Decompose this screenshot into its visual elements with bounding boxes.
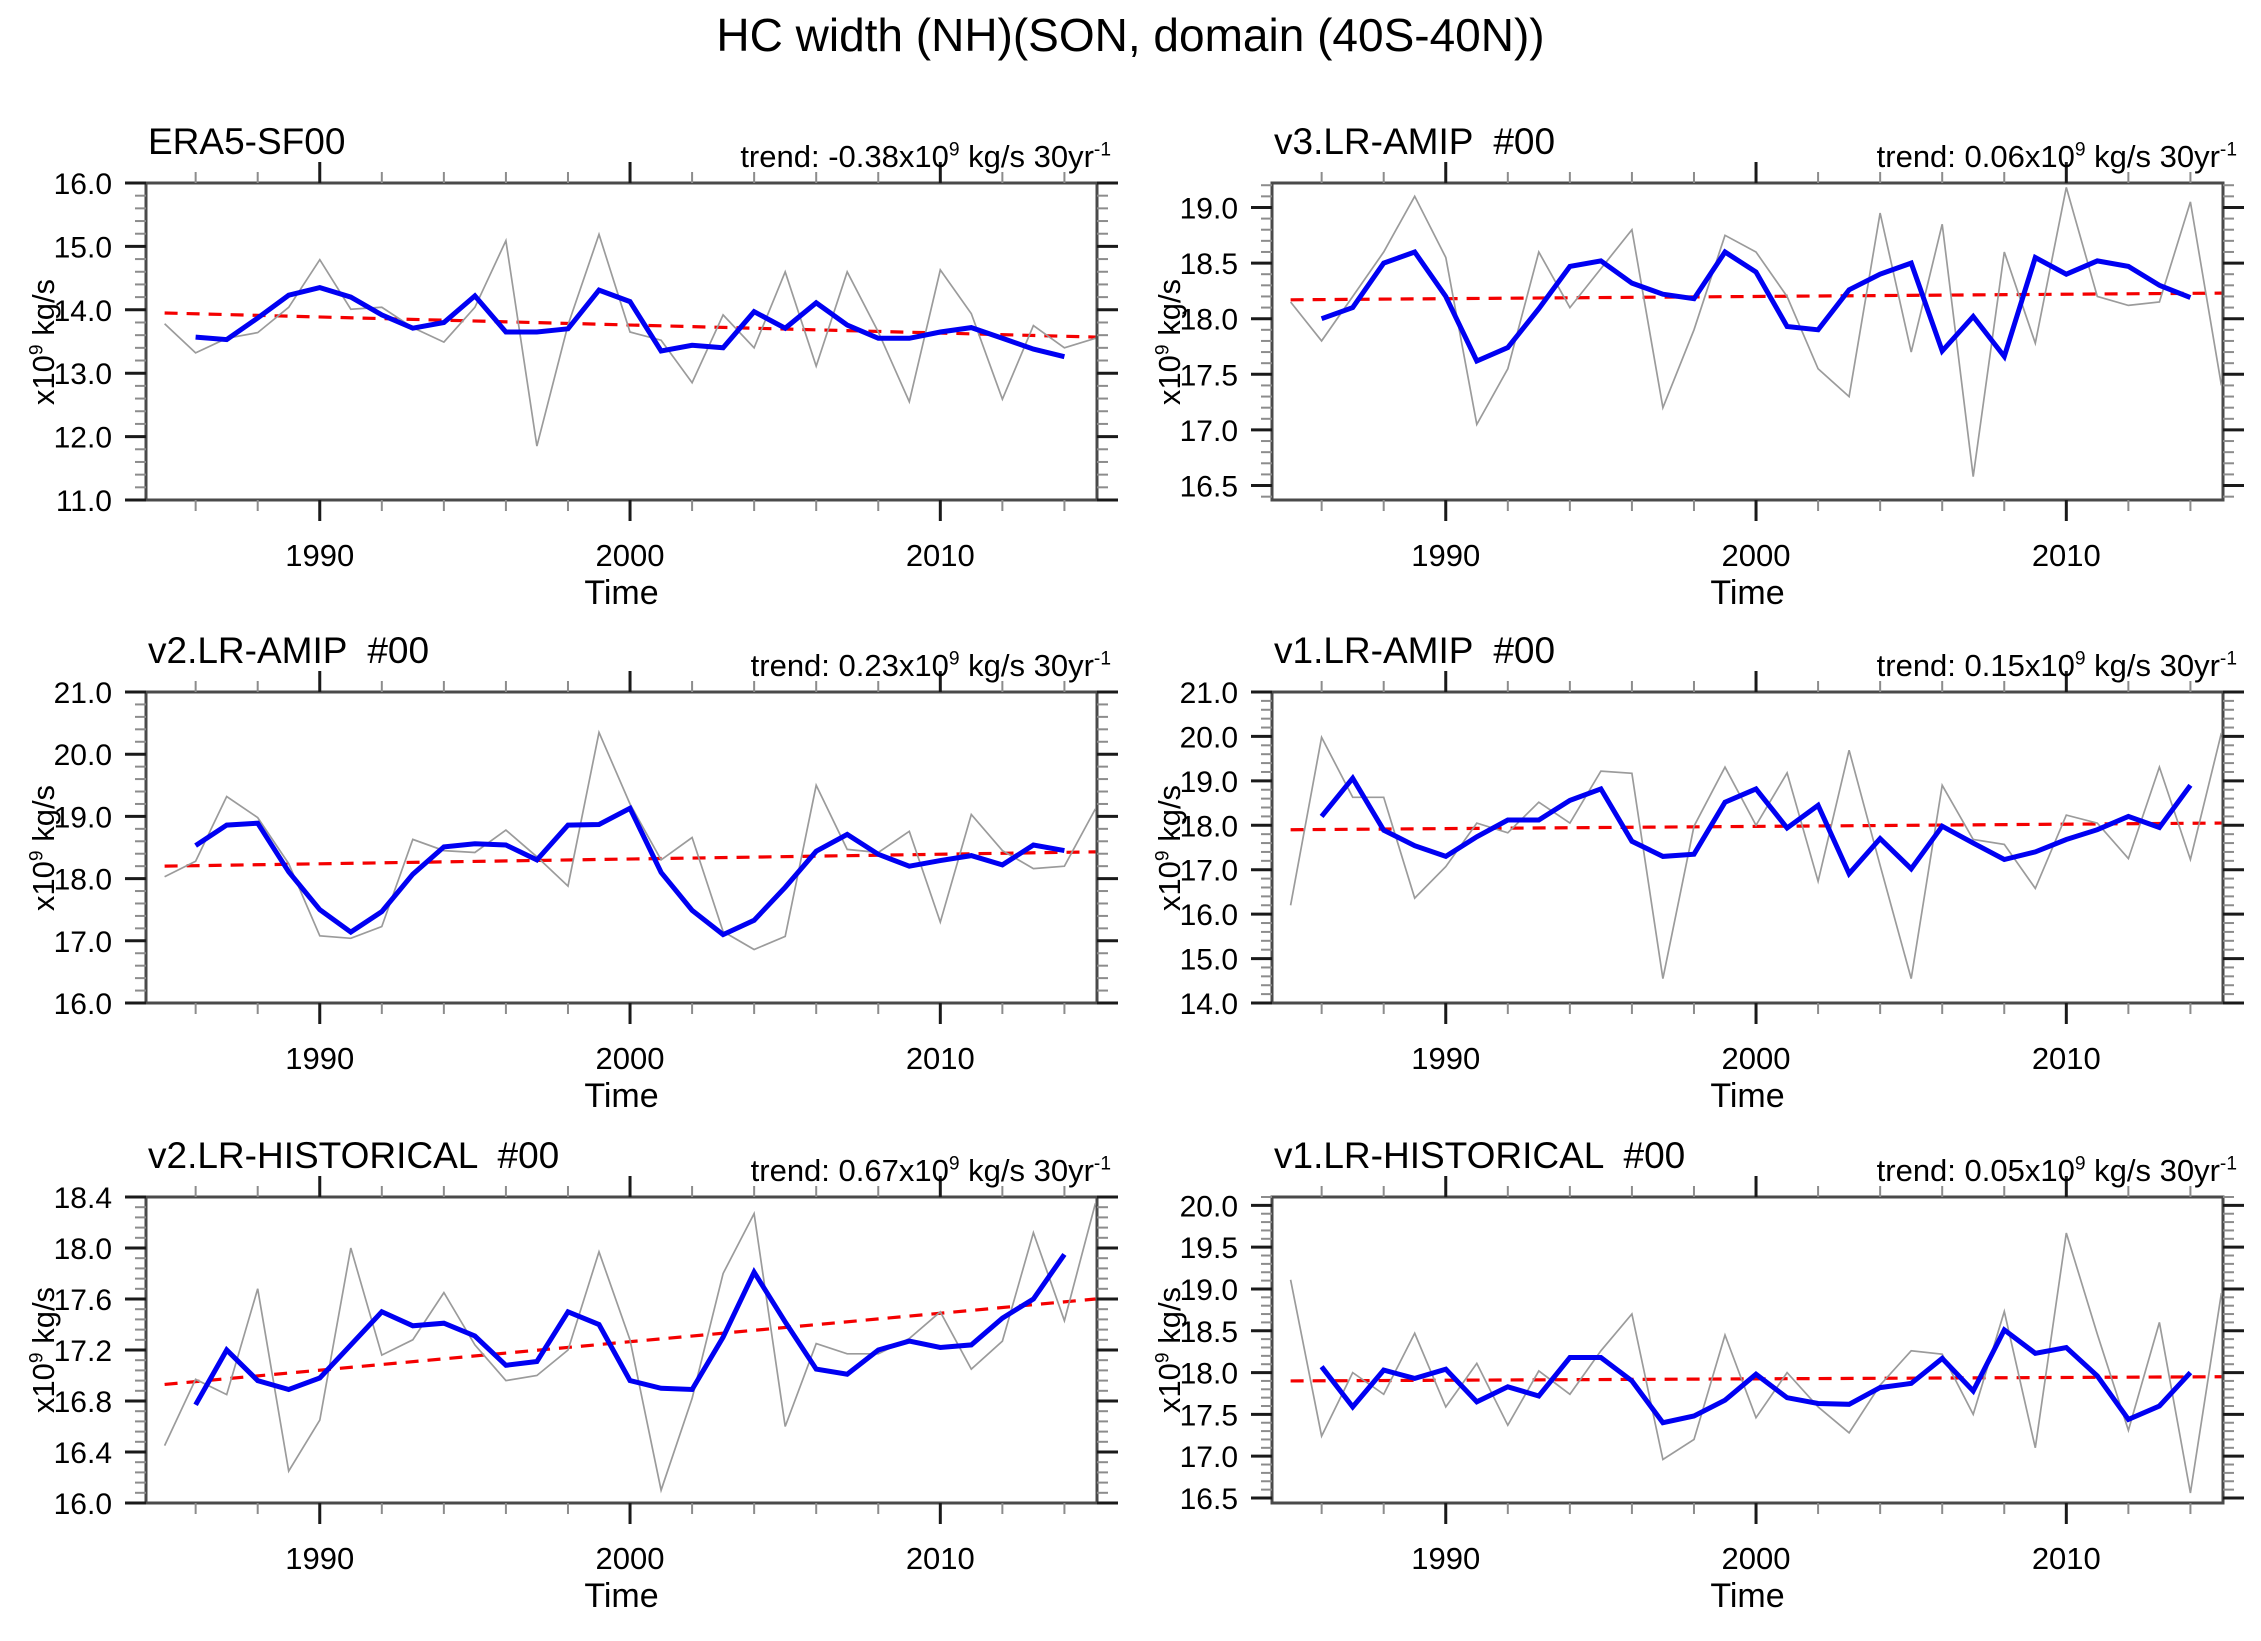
y-tick-label: 17.5 bbox=[1180, 359, 1238, 392]
x-tick-label: 1990 bbox=[285, 538, 354, 573]
y-tick-label: 16.5 bbox=[1180, 471, 1238, 504]
y-tick-label: 16.0 bbox=[54, 1488, 112, 1521]
y-tick-label: 15.0 bbox=[54, 231, 112, 264]
y-tick-label: 16.8 bbox=[54, 1386, 112, 1419]
y-tick-label: 18.5 bbox=[1180, 1316, 1238, 1349]
y-tick-label: 16.5 bbox=[1180, 1483, 1238, 1516]
y-tick-label: 14.0 bbox=[1180, 988, 1238, 1021]
smoothed-series-line bbox=[1320, 248, 2192, 365]
x-tick-label: 1990 bbox=[1411, 538, 1480, 573]
panel-graphics-2: 1990 2000 2010 16.0 17.0 18.0 19.0 20.0 21.0 bbox=[54, 671, 1118, 1076]
x-tick-label: 2010 bbox=[906, 1541, 975, 1576]
y-tick-label: 20.0 bbox=[1180, 1190, 1238, 1223]
panel-graphics-4: 1990 2000 2010 16.0 16.4 16.8 17.2 17.6 18.0 18.4 bbox=[54, 1176, 1118, 1576]
x-tick-label: 2010 bbox=[906, 1041, 975, 1076]
figure-title: HC width (NH)(SON, domain (40S-40N)) bbox=[716, 9, 1545, 61]
plot-frame bbox=[144, 181, 1099, 502]
y-tick-label: 18.5 bbox=[1180, 248, 1238, 281]
x-tick-label: 2000 bbox=[596, 1541, 665, 1576]
trend-line bbox=[1290, 291, 2222, 302]
x-tick-label: 2000 bbox=[1722, 1541, 1791, 1576]
smoothed-series-line bbox=[1319, 1326, 2193, 1426]
y-tick-label: 19.0 bbox=[1180, 766, 1238, 799]
x-tick-label: 1990 bbox=[285, 1041, 354, 1076]
y-tick-label: 20.0 bbox=[1180, 721, 1238, 754]
x-tick-label: 1990 bbox=[285, 1541, 354, 1576]
y-tick-label: 18.0 bbox=[54, 864, 112, 897]
y-tick-label: 16.4 bbox=[54, 1437, 112, 1470]
y-tick-label: 14.0 bbox=[54, 295, 112, 328]
x-tick-label: 2010 bbox=[2032, 1041, 2101, 1076]
y-tick-label: 15.0 bbox=[1180, 944, 1238, 977]
panel-graphics-3: 1990 2000 2010 14.0 15.0 16.0 17.0 18.0 19.0 20.0… bbox=[1180, 671, 2244, 1076]
y-tick-label: 20.0 bbox=[54, 739, 112, 772]
y-tick-label: 18.0 bbox=[1180, 810, 1238, 843]
x-tick-label: 1990 bbox=[1411, 1041, 1480, 1076]
plot-frame bbox=[144, 1195, 1099, 1505]
smoothed-series-line bbox=[1319, 773, 2193, 879]
y-tick-label: 11.0 bbox=[56, 485, 112, 518]
y-tick-label: 18.4 bbox=[54, 1182, 112, 1215]
y-tick-label: 16.0 bbox=[1180, 899, 1238, 932]
y-tick-label: 13.0 bbox=[54, 358, 112, 391]
y-tick-label: 18.0 bbox=[54, 1233, 112, 1266]
panel-graphics-0: 1990 2000 2010 11.0 12.0 13.0 14.0 15.0 16.0 bbox=[54, 162, 1118, 573]
smoothed-series-line bbox=[195, 285, 1065, 360]
y-tick-label: 17.0 bbox=[1180, 415, 1238, 448]
plot-frame bbox=[1270, 1195, 2225, 1505]
y-tick-label: 17.0 bbox=[1180, 855, 1238, 888]
x-tick-label: 2000 bbox=[1722, 1041, 1791, 1076]
x-tick-label: 2000 bbox=[596, 1041, 665, 1076]
y-tick-label: 12.0 bbox=[54, 422, 112, 455]
raw-series-line bbox=[164, 729, 1097, 951]
y-tick-label: 16.0 bbox=[54, 988, 112, 1021]
y-tick-label: 17.2 bbox=[54, 1335, 112, 1368]
x-tick-label: 2010 bbox=[906, 538, 975, 573]
trend-line bbox=[164, 311, 1096, 339]
y-tick-label: 19.0 bbox=[54, 801, 112, 834]
x-tick-label: 1990 bbox=[1411, 1541, 1480, 1576]
y-tick-label: 17.6 bbox=[54, 1284, 112, 1317]
raw-series-line bbox=[1289, 187, 2223, 477]
y-tick-label: 21.0 bbox=[1180, 677, 1238, 710]
plot-frame bbox=[144, 690, 1099, 1005]
raw-series-line bbox=[1289, 1232, 2223, 1494]
y-tick-label: 18.0 bbox=[1180, 1358, 1238, 1391]
raw-series-line bbox=[164, 231, 1096, 447]
panel-graphics-5: 1990 2000 2010 16.5 17.0 17.5 18.0 18.5 19.0 19.5… bbox=[1180, 1176, 2244, 1576]
raw-series-line bbox=[1289, 732, 2223, 979]
x-tick-label: 2010 bbox=[2032, 538, 2101, 573]
y-tick-label: 17.0 bbox=[1180, 1441, 1238, 1474]
y-tick-label: 19.0 bbox=[1180, 1274, 1238, 1307]
x-tick-label: 2000 bbox=[596, 538, 665, 573]
y-tick-label: 17.5 bbox=[1180, 1399, 1238, 1432]
y-tick-label: 19.5 bbox=[1180, 1232, 1238, 1265]
y-tick-label: 16.0 bbox=[54, 168, 112, 201]
plot-frame bbox=[1270, 181, 2225, 502]
x-tick-label: 2010 bbox=[2032, 1541, 2101, 1576]
raw-series-line bbox=[163, 1203, 1097, 1494]
x-tick-label: 2000 bbox=[1722, 538, 1791, 573]
y-tick-label: 18.0 bbox=[1180, 304, 1238, 337]
trend-line bbox=[1290, 1375, 2222, 1383]
plot-frame bbox=[1270, 690, 2225, 1005]
y-tick-label: 21.0 bbox=[54, 677, 112, 710]
smoothed-series-line bbox=[194, 804, 1065, 938]
smoothed-series-line bbox=[193, 1252, 1067, 1407]
y-tick-label: 19.0 bbox=[1180, 192, 1238, 225]
y-tick-label: 17.0 bbox=[54, 926, 112, 959]
panel-graphics-1: 1990 2000 2010 16.5 17.0 17.5 18.0 18.5 19.0 bbox=[1180, 162, 2244, 573]
trend-line bbox=[164, 850, 1096, 868]
